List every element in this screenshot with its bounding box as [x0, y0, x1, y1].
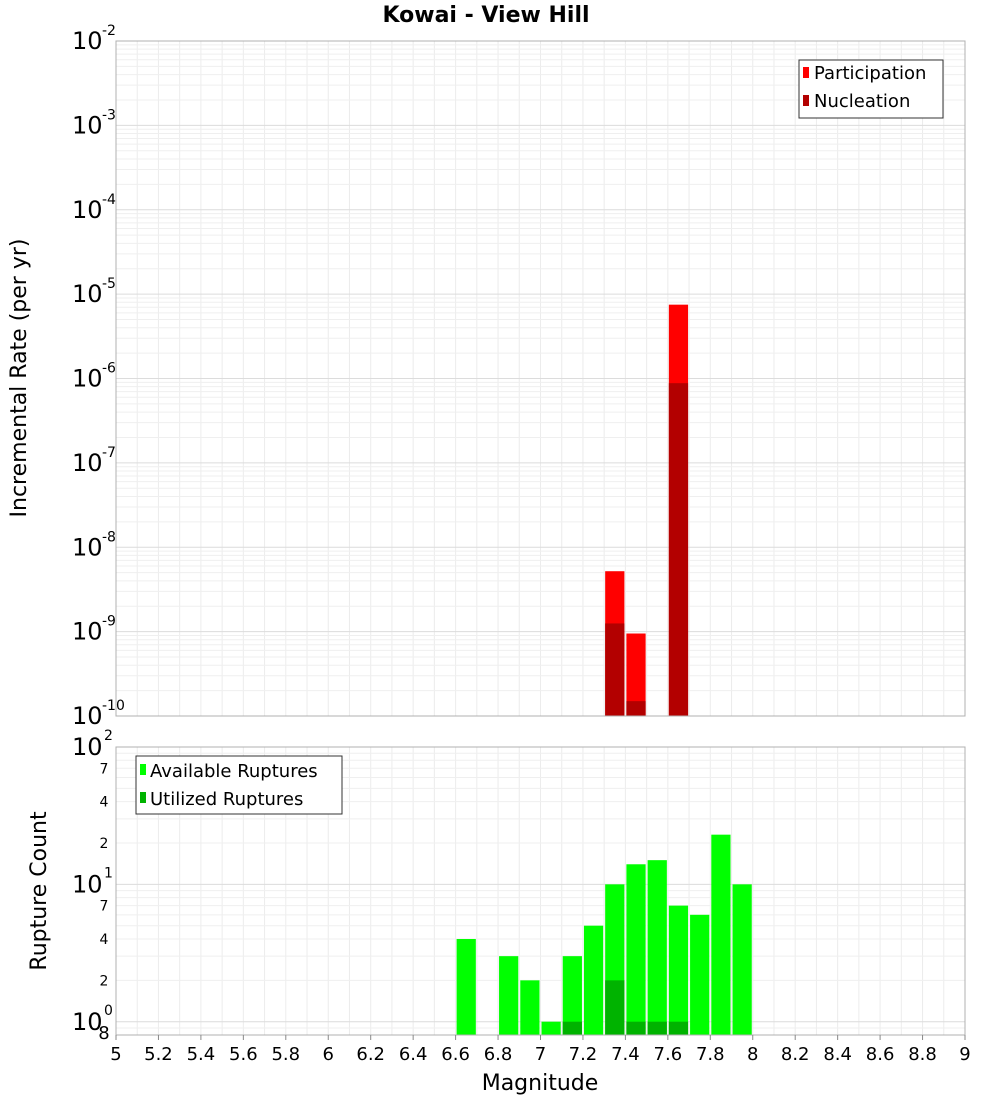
available-ruptures-bar — [562, 956, 582, 1035]
magnitude-x-axis-ticks: 5 5.2 5.4 5.6 5.8 6 6.2 6.4 6.6 6.8 7 7.2 7.4 7.6 7.8 8… — [110, 1035, 971, 1065]
y-tick-base: 10 — [72, 702, 103, 730]
available-legend-swatch — [140, 764, 146, 775]
count-plot-bars — [456, 834, 752, 1035]
y-tick-base: 10 — [72, 533, 103, 561]
rate-legend-box — [798, 59, 944, 119]
x-tick-label: 5.2 — [144, 1044, 173, 1065]
y-tick-base: 10 — [72, 618, 103, 646]
available-ruptures-bar — [520, 980, 540, 1035]
utilized-legend-label: Utilized Ruptures — [150, 789, 303, 810]
x-tick-label: 8.4 — [823, 1044, 852, 1065]
x-tick-label: 5 — [110, 1044, 121, 1065]
nucleation-legend-label: Nucleation — [814, 91, 910, 112]
available-ruptures-bar — [456, 939, 476, 1035]
count-legend: Available Ruptures Utilized Ruptures — [135, 755, 343, 815]
y-minor-tick-label: 4 — [100, 932, 109, 948]
x-tick-label: 7.4 — [611, 1044, 640, 1065]
y-tick-base: 10 — [72, 111, 103, 139]
y-tick-exponent: -5 — [102, 276, 116, 292]
y-tick-exponent: 0 — [104, 1003, 113, 1019]
available-ruptures-bar — [711, 834, 731, 1035]
utilized-ruptures-bar — [668, 1021, 689, 1035]
x-tick-label: 7.8 — [696, 1044, 725, 1065]
rate-y-axis-ticks: 10-210-310-410-510-610-710-810-910-10 — [72, 23, 125, 730]
y-tick-exponent: 1 — [104, 865, 113, 881]
y-tick-base: 10 — [72, 870, 103, 898]
x-tick-label: 6.8 — [484, 1044, 513, 1065]
x-tick-label: 8.8 — [908, 1044, 937, 1065]
y-minor-tick-label: 7 — [100, 899, 109, 915]
utilized-ruptures-bar — [605, 980, 625, 1035]
count-legend-box — [135, 755, 343, 815]
y-tick-base: 10 — [72, 1008, 103, 1036]
y-tick-base: 10 — [72, 449, 103, 477]
utilized-legend-swatch — [140, 792, 146, 803]
y-tick-exponent: -6 — [102, 361, 116, 377]
available-ruptures-bar — [668, 905, 689, 1035]
x-tick-label: 9 — [959, 1044, 970, 1065]
utilized-ruptures-bar — [647, 1021, 667, 1035]
x-tick-label: 6 — [323, 1044, 334, 1065]
rate-y-axis-label: Incremental Rate (per yr) — [7, 239, 32, 518]
x-tick-label: 5.8 — [271, 1044, 300, 1065]
y-tick-base: 10 — [72, 27, 103, 55]
y-minor-tick-label: 2 — [100, 836, 109, 852]
rate-plot-grid — [115, 41, 966, 717]
x-tick-label: 7.6 — [654, 1044, 683, 1065]
y-tick-base: 10 — [72, 280, 103, 308]
available-ruptures-bar — [499, 956, 519, 1035]
rate-legend: Participation Nucleation — [798, 59, 944, 119]
x-tick-label: 8 — [747, 1044, 758, 1065]
y-minor-tick-label: 8 — [98, 1023, 109, 1044]
nucleation-legend-swatch — [803, 95, 809, 106]
rate-plot-bars — [605, 304, 689, 716]
x-tick-label: 8.2 — [781, 1044, 810, 1065]
available-ruptures-bar — [690, 914, 710, 1035]
x-tick-label: 7 — [535, 1044, 546, 1065]
participation-legend-swatch — [803, 67, 809, 78]
available-ruptures-bar — [647, 860, 667, 1035]
y-tick-exponent: -8 — [102, 529, 116, 545]
y-tick-exponent: -9 — [102, 614, 116, 630]
rate-plot-frame — [115, 40, 966, 717]
y-tick-base: 10 — [72, 196, 103, 224]
available-ruptures-bar — [626, 864, 646, 1035]
y-tick-exponent: -10 — [102, 698, 125, 714]
y-tick-exponent: -2 — [102, 23, 116, 39]
count-y-axis-label: Rupture Count — [27, 811, 52, 971]
y-tick-exponent: -3 — [102, 107, 116, 123]
available-legend-label: Available Ruptures — [150, 761, 318, 782]
x-axis-label: Magnitude — [482, 1071, 599, 1096]
x-tick-label: 6.2 — [356, 1044, 385, 1065]
x-tick-label: 8.6 — [866, 1044, 895, 1065]
x-tick-label: 5.4 — [187, 1044, 216, 1065]
y-tick-exponent: 2 — [104, 728, 113, 744]
chart-title: Kowai - View Hill — [382, 3, 589, 28]
x-tick-label: 6.4 — [399, 1044, 428, 1065]
nucleation-bar — [605, 623, 625, 716]
available-ruptures-bar — [583, 925, 604, 1035]
utilized-ruptures-bar — [626, 1021, 646, 1035]
y-minor-tick-label: 4 — [100, 795, 109, 811]
x-tick-label: 6.6 — [441, 1044, 470, 1065]
available-ruptures-bar — [541, 1021, 561, 1035]
nucleation-bar — [668, 383, 689, 716]
x-tick-label: 7.2 — [569, 1044, 598, 1065]
x-tick-label: 5.6 — [229, 1044, 258, 1065]
y-tick-base: 10 — [72, 733, 103, 761]
available-ruptures-bar — [732, 884, 752, 1035]
nucleation-bar — [626, 701, 646, 716]
participation-legend-label: Participation — [814, 63, 926, 84]
y-tick-exponent: -7 — [102, 445, 116, 461]
participation-bar — [626, 633, 646, 716]
y-tick-exponent: -4 — [102, 192, 116, 208]
y-tick-base: 10 — [72, 365, 103, 393]
y-minor-tick-label: 7 — [100, 761, 109, 777]
y-minor-tick-label: 2 — [100, 973, 109, 989]
utilized-ruptures-bar — [562, 1021, 582, 1035]
